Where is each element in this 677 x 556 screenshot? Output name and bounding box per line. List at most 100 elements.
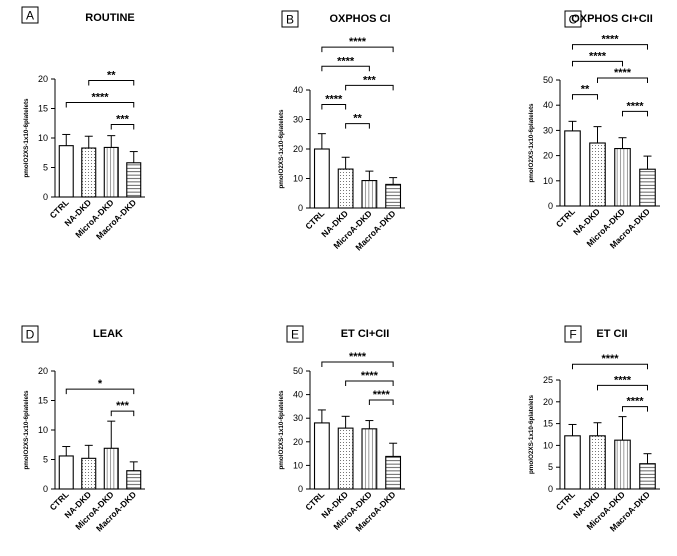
significance-bracket bbox=[65, 388, 135, 395]
panel-f: F ET CII 0 5 10 15 20 25 pmolO2XS-1x10-6platelet… bbox=[528, 325, 660, 533]
error-bar bbox=[568, 423, 577, 436]
y-tick-label: 40 bbox=[543, 100, 553, 110]
bar-na-dkd bbox=[589, 435, 606, 490]
error-bar bbox=[643, 453, 652, 464]
y-tick-label: 20 bbox=[38, 74, 48, 84]
bar-macroa-dkd bbox=[385, 455, 402, 490]
y-tick-label: 0 bbox=[548, 201, 553, 211]
significance-label: ** bbox=[353, 113, 362, 125]
significance-bracket bbox=[321, 46, 394, 53]
significance-label: ** bbox=[107, 69, 116, 81]
significance-label: **** bbox=[337, 55, 355, 67]
panel-letter-box bbox=[286, 325, 304, 343]
significance-bracket bbox=[321, 104, 347, 110]
panel-letter-box bbox=[21, 325, 39, 343]
y-axis-label: pmolO2XS-1x10-6platelets bbox=[23, 98, 30, 178]
significance-label: **** bbox=[91, 91, 109, 103]
error-bar bbox=[389, 177, 398, 185]
significance-label: **** bbox=[626, 100, 644, 112]
chart-title: LEAK bbox=[93, 328, 123, 340]
y-tick-label: 50 bbox=[293, 366, 303, 376]
significance-bracket bbox=[65, 101, 135, 108]
y-tick-label: 20 bbox=[293, 437, 303, 447]
error-bar bbox=[593, 422, 602, 436]
chart-title: ROUTINE bbox=[85, 12, 135, 24]
significance-label: ** bbox=[581, 84, 590, 96]
bar-ctrl bbox=[58, 455, 74, 490]
y-tick-label: 40 bbox=[293, 390, 303, 400]
panel-b: B OXPHOS CI 0 10 20 30 40 pmolO2XS-1x10-6platel… bbox=[278, 10, 405, 252]
significance-label: **** bbox=[614, 67, 632, 79]
bar-microa-dkd bbox=[614, 147, 631, 207]
significance-bracket bbox=[110, 410, 135, 417]
significance-bracket bbox=[345, 380, 394, 386]
significance-bracket bbox=[345, 123, 370, 129]
significance-bracket bbox=[597, 384, 648, 391]
error-bar bbox=[593, 126, 602, 143]
error-bar bbox=[618, 137, 627, 149]
bar-microa-dkd bbox=[361, 428, 378, 490]
error-bar bbox=[62, 133, 71, 146]
bar-ctrl bbox=[313, 422, 330, 490]
bar-macroa-dkd bbox=[639, 463, 656, 490]
significance-label: *** bbox=[116, 400, 130, 412]
significance-label: *** bbox=[116, 113, 130, 125]
y-tick-label: 0 bbox=[298, 484, 303, 494]
bar-na-dkd bbox=[81, 457, 97, 490]
error-bar bbox=[365, 170, 374, 181]
error-bar bbox=[84, 444, 93, 459]
y-tick-label: 10 bbox=[38, 133, 48, 143]
error-bar bbox=[129, 151, 138, 163]
y-axis-label: pmolO2XS-1x10-6platelets bbox=[278, 109, 285, 189]
significance-label: * bbox=[98, 378, 103, 390]
bar-na-dkd bbox=[589, 142, 606, 207]
y-tick-label: 20 bbox=[293, 144, 303, 154]
significance-bracket bbox=[88, 79, 135, 86]
panel-letter: B bbox=[286, 13, 294, 27]
significance-bracket bbox=[368, 399, 394, 405]
error-bar bbox=[618, 416, 627, 441]
x-tick-label: CTRL bbox=[554, 206, 577, 229]
y-tick-label: 30 bbox=[543, 125, 553, 135]
y-tick-label: 20 bbox=[38, 366, 48, 376]
error-bar bbox=[107, 420, 116, 449]
panel-letter: E bbox=[291, 328, 299, 342]
error-bar bbox=[341, 415, 350, 429]
error-bar bbox=[341, 156, 350, 170]
y-axis-label: pmolO2XS-1x10-6platelets bbox=[23, 390, 30, 470]
significance-bracket bbox=[321, 65, 370, 72]
error-bar bbox=[365, 420, 374, 429]
panel-letter: D bbox=[26, 328, 35, 342]
panel-d: D LEAK05101520pmolO2XS-1x10-6plateletsCTR… bbox=[21, 325, 145, 533]
panel-letter-box bbox=[21, 6, 39, 24]
bar-macroa-dkd bbox=[126, 470, 142, 490]
y-tick-label: 15 bbox=[38, 104, 48, 114]
y-tick-label: 20 bbox=[543, 397, 553, 407]
bar-macroa-dkd bbox=[126, 162, 142, 198]
chart-title: ET CII bbox=[596, 328, 627, 340]
y-tick-label: 10 bbox=[293, 174, 303, 184]
bar-na-dkd bbox=[337, 427, 354, 490]
significance-bracket bbox=[572, 60, 623, 67]
error-bar bbox=[62, 446, 71, 456]
significance-label: **** bbox=[601, 34, 619, 46]
panel-letter: F bbox=[569, 328, 576, 342]
y-tick-label: 10 bbox=[293, 460, 303, 470]
bar-na-dkd bbox=[337, 168, 354, 209]
error-bar bbox=[129, 461, 138, 471]
y-tick-label: 5 bbox=[43, 163, 48, 173]
significance-label: **** bbox=[589, 50, 607, 62]
y-tick-label: 50 bbox=[543, 75, 553, 85]
significance-label: **** bbox=[361, 370, 379, 382]
significance-bracket bbox=[345, 84, 394, 91]
panel-letter-box bbox=[564, 10, 582, 28]
bar-microa-dkd bbox=[103, 447, 119, 490]
y-tick-label: 0 bbox=[298, 203, 303, 213]
error-bar bbox=[317, 133, 326, 149]
panel-letter: A bbox=[26, 9, 34, 23]
bar-macroa-dkd bbox=[385, 183, 402, 209]
y-axis-label: pmolO2XS-1x10-6platelets bbox=[528, 394, 535, 474]
y-tick-label: 15 bbox=[38, 396, 48, 406]
